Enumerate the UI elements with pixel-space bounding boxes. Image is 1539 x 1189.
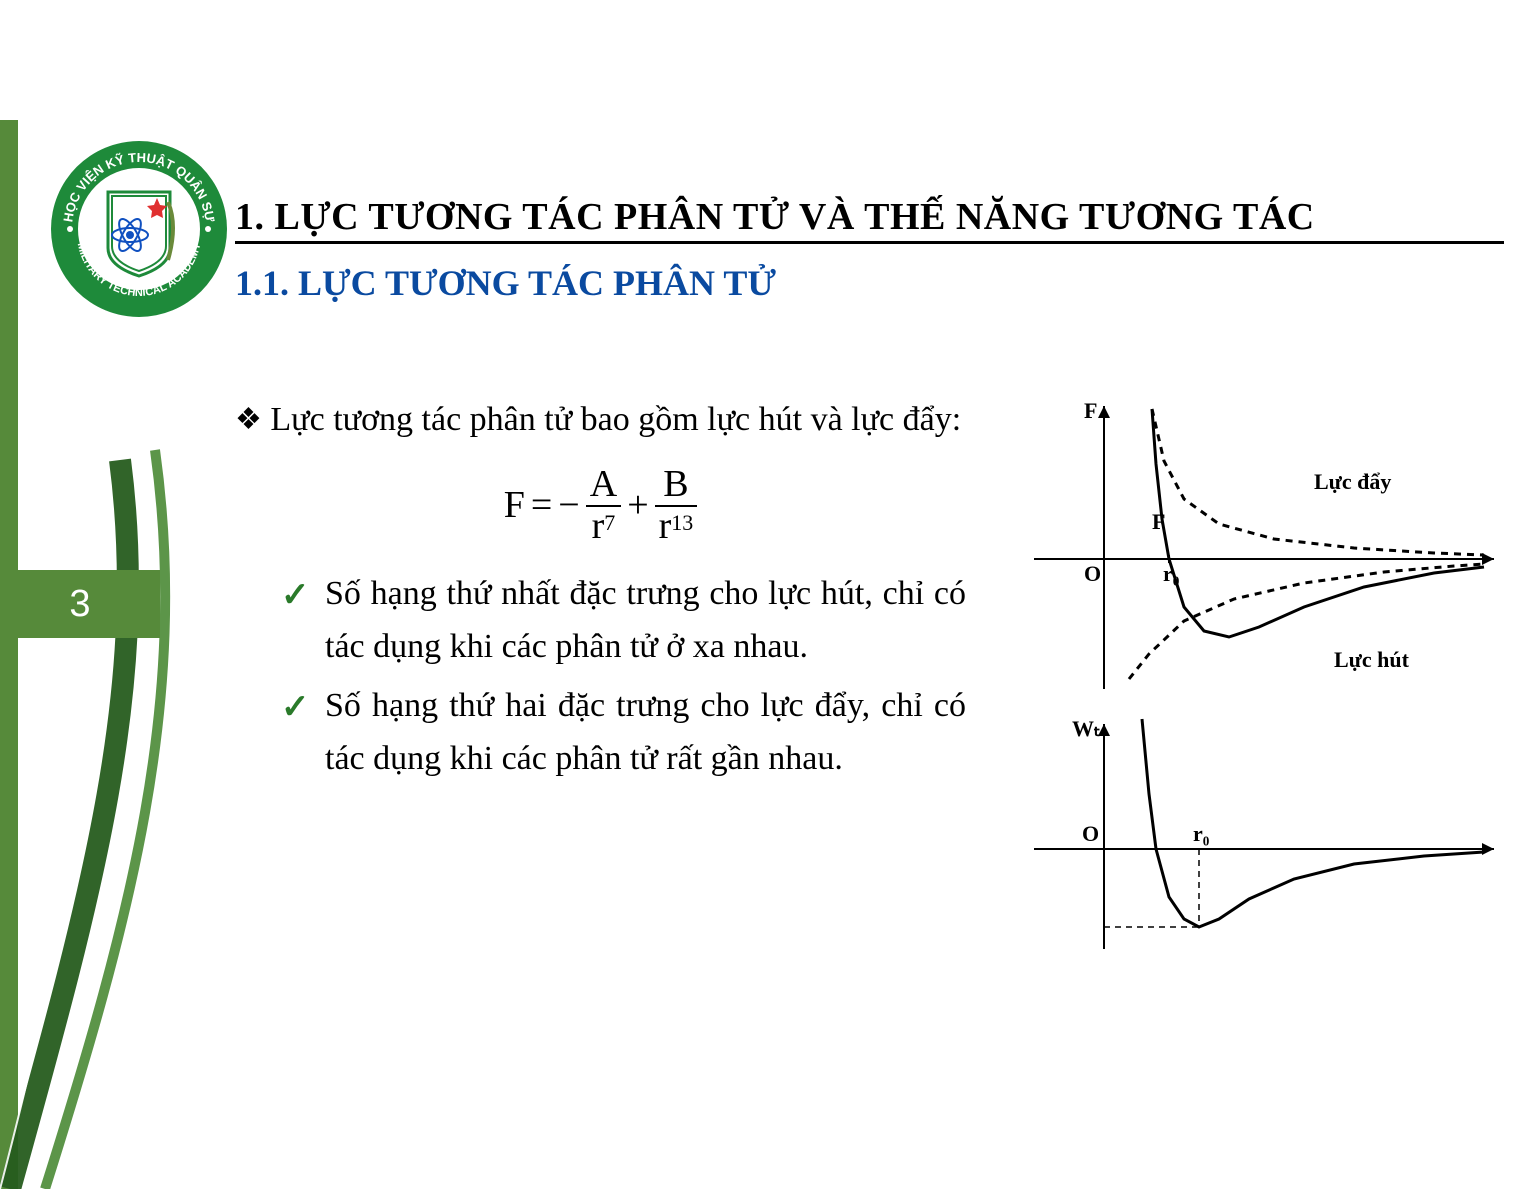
intro-paragraph: ❖ Lực tương tác phân tử bao gồm lực hút … [235, 394, 966, 447]
text-column: ❖ Lực tương tác phân tử bao gồm lực hút … [235, 394, 966, 791]
svg-text:Lực hút: Lực hút [1334, 647, 1410, 672]
list-item: Số hạng thứ hai đặc trưng cho lực đẩy, c… [281, 680, 966, 785]
svg-text:F: F [1084, 398, 1097, 423]
svg-text:Lực đẩy: Lực đẩy [1314, 469, 1391, 494]
diamond-bullet-icon: ❖ [235, 403, 262, 436]
section-title: 1. LỰC TƯƠNG TÁC PHÂN TỬ VÀ THẾ NĂNG TƯƠ… [235, 195, 1504, 244]
list-item: Số hạng thứ nhất đặc trưng cho lực hút, … [281, 568, 966, 673]
institution-logo: HỌC VIỆN KỸ THUẬT QUÂN SỰ MILITARY TECHN… [50, 140, 228, 318]
svg-text:Wₜ: Wₜ [1072, 716, 1101, 741]
force-formula: F = − A r7 + B r13 [235, 465, 966, 547]
diagram-column: FrOr₀Lực đẩyLực hútFWₜrOr₀ [994, 394, 1504, 969]
svg-text:r₀: r₀ [1193, 821, 1210, 846]
intro-text: Lực tương tác phân tử bao gồm lực hút và… [270, 401, 961, 438]
subsection-title: 1.1. LỰC TƯƠNG TÁC PHÂN TỬ [235, 262, 1504, 304]
page-number: 3 [0, 570, 160, 638]
force-potential-diagram: FrOr₀Lực đẩyLực hútFWₜrOr₀ [994, 394, 1504, 964]
slide-content: 1. LỰC TƯƠNG TÁC PHÂN TỬ VÀ THẾ NĂNG TƯƠ… [235, 195, 1504, 969]
svg-text:O: O [1082, 821, 1099, 846]
svg-text:O: O [1084, 561, 1101, 586]
svg-text:F: F [1152, 509, 1165, 534]
